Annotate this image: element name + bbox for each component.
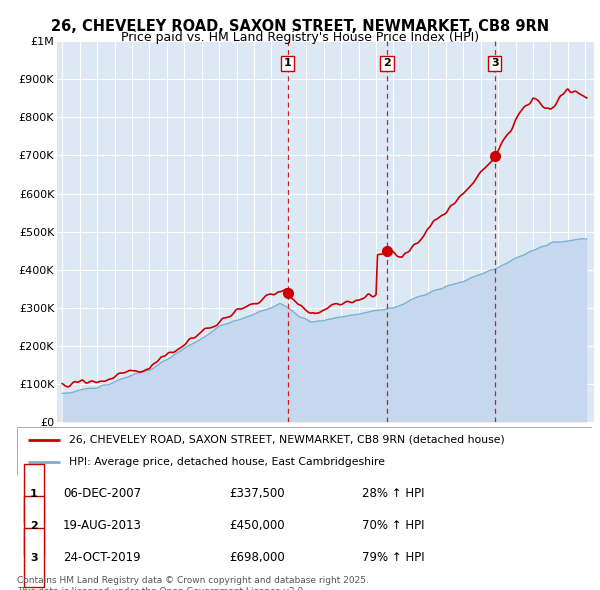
FancyBboxPatch shape bbox=[23, 528, 44, 587]
Text: 70% ↑ HPI: 70% ↑ HPI bbox=[362, 519, 424, 532]
Text: 79% ↑ HPI: 79% ↑ HPI bbox=[362, 551, 424, 564]
Text: Contains HM Land Registry data © Crown copyright and database right 2025.
This d: Contains HM Land Registry data © Crown c… bbox=[17, 576, 368, 590]
FancyBboxPatch shape bbox=[23, 496, 44, 555]
FancyBboxPatch shape bbox=[23, 464, 44, 523]
Text: 1: 1 bbox=[30, 489, 38, 499]
Text: Price paid vs. HM Land Registry's House Price Index (HPI): Price paid vs. HM Land Registry's House … bbox=[121, 31, 479, 44]
Text: 3: 3 bbox=[30, 553, 38, 562]
Text: 3: 3 bbox=[491, 58, 499, 68]
Text: 26, CHEVELEY ROAD, SAXON STREET, NEWMARKET, CB8 9RN: 26, CHEVELEY ROAD, SAXON STREET, NEWMARK… bbox=[51, 19, 549, 34]
Text: 26, CHEVELEY ROAD, SAXON STREET, NEWMARKET, CB8 9RN (detached house): 26, CHEVELEY ROAD, SAXON STREET, NEWMARK… bbox=[68, 435, 504, 445]
Text: £450,000: £450,000 bbox=[229, 519, 285, 532]
Text: £698,000: £698,000 bbox=[229, 551, 285, 564]
Text: HPI: Average price, detached house, East Cambridgeshire: HPI: Average price, detached house, East… bbox=[68, 457, 385, 467]
Text: 28% ↑ HPI: 28% ↑ HPI bbox=[362, 487, 424, 500]
Text: 1: 1 bbox=[284, 58, 292, 68]
Text: 06-DEC-2007: 06-DEC-2007 bbox=[63, 487, 141, 500]
Text: 2: 2 bbox=[30, 521, 38, 530]
Text: 24-OCT-2019: 24-OCT-2019 bbox=[63, 551, 140, 564]
Text: 2: 2 bbox=[383, 58, 391, 68]
Text: 19-AUG-2013: 19-AUG-2013 bbox=[63, 519, 142, 532]
Text: £337,500: £337,500 bbox=[229, 487, 285, 500]
